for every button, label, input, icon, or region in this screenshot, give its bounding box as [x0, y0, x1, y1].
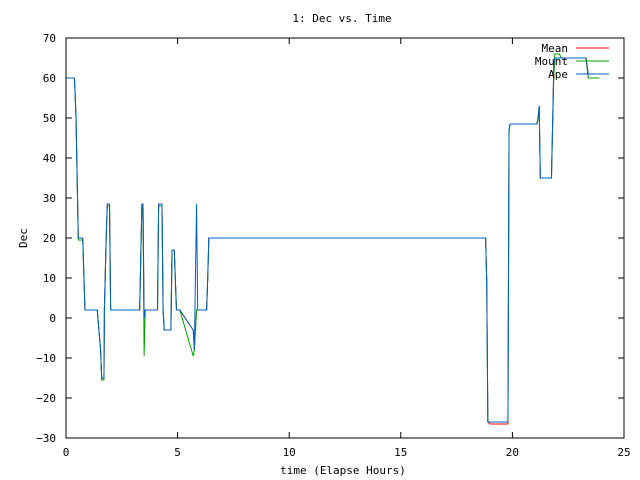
y-tick-label: −20: [36, 392, 56, 405]
y-axis-label: Dec: [17, 228, 30, 248]
series-line-mean: [66, 57, 600, 425]
y-tick-label: −10: [36, 352, 56, 365]
y-tick-label: 10: [43, 272, 56, 285]
y-tick-label: 40: [43, 152, 56, 165]
x-tick-label: 5: [174, 446, 181, 459]
y-tick-label: 0: [49, 312, 56, 325]
x-tick-label: 15: [394, 446, 407, 459]
x-tick-label: 25: [617, 446, 630, 459]
plot-frame: [65, 37, 625, 439]
x-axis-label: time (Elapse Hours): [280, 464, 406, 477]
y-tick-label: 60: [43, 72, 56, 85]
x-tick-label: 10: [283, 446, 296, 459]
legend-label-mean: Mean: [542, 42, 569, 55]
y-tick-label: 20: [43, 232, 56, 245]
series-lines: [66, 53, 600, 425]
chart-title: 1: Dec vs. Time: [292, 12, 391, 25]
x-tick-label: 0: [63, 446, 70, 459]
axis-ticks: 0 5 10 15 20 25 −30 −20 −10 0 10 20 30 40 50 60 70: [36, 32, 631, 459]
y-tick-label: 30: [43, 192, 56, 205]
x-tick-label: 20: [506, 446, 519, 459]
y-tick-label: 70: [43, 32, 56, 45]
legend-label-mount: Mount: [535, 55, 568, 68]
y-tick-label: 50: [43, 112, 56, 125]
y-tick-label: −30: [36, 432, 56, 445]
series-line-ape: [66, 57, 600, 423]
legend-label-ape: Ape: [548, 68, 568, 81]
